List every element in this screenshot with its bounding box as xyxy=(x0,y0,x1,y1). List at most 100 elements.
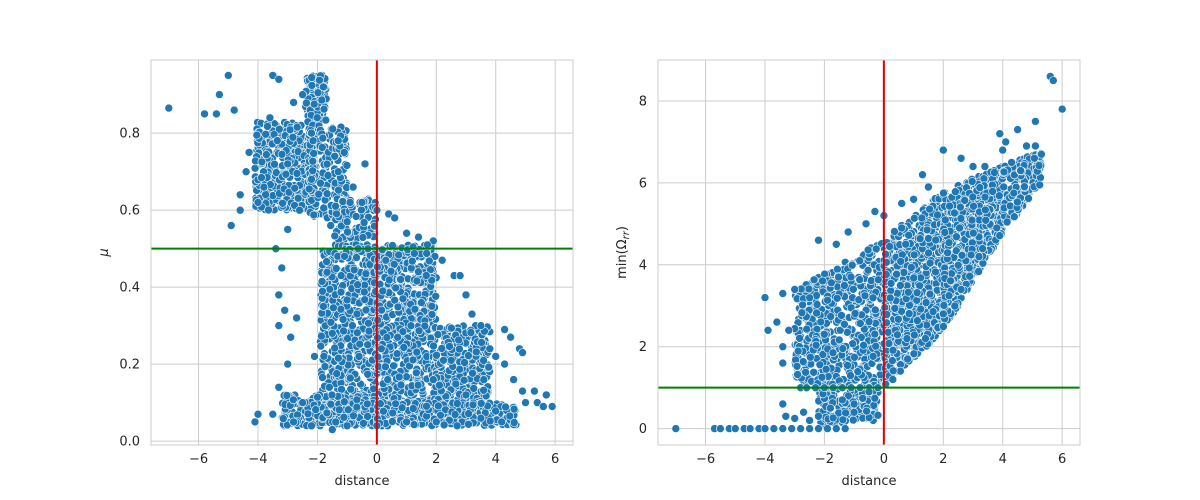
scatter-point xyxy=(285,125,295,135)
scatter-point xyxy=(978,244,987,253)
scatter-point xyxy=(461,290,471,300)
scatter-point xyxy=(530,386,539,396)
scatter-point xyxy=(439,420,449,430)
scatter-point xyxy=(252,130,262,140)
scatter-point xyxy=(433,330,443,339)
scatter-point xyxy=(343,227,352,237)
scatter-point xyxy=(309,99,319,109)
scatter-point xyxy=(417,298,426,307)
scatter-point xyxy=(819,329,829,339)
scatter-point xyxy=(855,275,865,284)
scatter-point xyxy=(212,109,221,119)
y-tick-label: 0.6 xyxy=(119,204,140,219)
x-axis-label: distance xyxy=(334,474,389,489)
scatter-point xyxy=(999,167,1009,177)
scatter-point xyxy=(164,103,174,113)
scatter-point xyxy=(406,321,416,331)
scatter-point xyxy=(1030,154,1039,163)
scatter-point xyxy=(397,403,407,413)
scatter-point xyxy=(853,367,863,376)
scatter-point xyxy=(393,332,403,342)
scatter-point xyxy=(793,346,803,356)
scatter-point xyxy=(792,361,802,371)
scatter-point xyxy=(278,199,287,208)
scatter-point xyxy=(244,148,254,157)
x-tick-label: −2 xyxy=(308,452,327,467)
scatter-point xyxy=(339,148,349,157)
scatter-point xyxy=(379,406,388,416)
scatter-point xyxy=(990,168,999,177)
scatter-point xyxy=(793,370,802,379)
scatter-point xyxy=(381,362,390,372)
scatter-point xyxy=(479,375,489,384)
scatter-point xyxy=(859,340,868,350)
scatter-point xyxy=(399,343,409,352)
scatter-point xyxy=(331,201,340,211)
scatter-point xyxy=(200,109,209,119)
scatter-point xyxy=(435,380,444,390)
scatter-point xyxy=(904,309,914,318)
scatter-point xyxy=(955,223,964,233)
scatter-point xyxy=(850,309,860,318)
scatter-point xyxy=(338,315,348,324)
scatter-point xyxy=(283,225,293,234)
scatter-point xyxy=(410,304,420,314)
scatter-point xyxy=(362,399,372,409)
scatter-point xyxy=(327,328,337,338)
scatter-point xyxy=(943,248,952,258)
scatter-point xyxy=(398,294,408,304)
scatter-point xyxy=(402,372,411,382)
scatter-point xyxy=(804,284,814,294)
scatter-point xyxy=(322,189,332,198)
scatter-point xyxy=(352,328,362,338)
scatter-point xyxy=(342,295,352,305)
scatter-point xyxy=(849,407,859,417)
scatter-point xyxy=(319,203,329,213)
scatter-point xyxy=(479,385,488,395)
scatter-point xyxy=(411,368,421,378)
scatter-point xyxy=(809,275,819,285)
scatter-point xyxy=(318,373,327,382)
scatter-point xyxy=(837,311,846,320)
scatter-point xyxy=(345,198,355,207)
scatter-point xyxy=(842,327,852,337)
scatter-point xyxy=(541,390,551,400)
scatter-point xyxy=(428,375,438,384)
scatter-point xyxy=(409,420,419,429)
scatter-point xyxy=(386,266,396,276)
scatter-point xyxy=(272,136,282,145)
scatter-point xyxy=(277,263,287,273)
scatter-point xyxy=(491,406,500,416)
scatter-point xyxy=(452,399,462,408)
scatter-point xyxy=(883,327,893,337)
scatter-point xyxy=(292,169,302,178)
scatter-point xyxy=(913,316,922,325)
scatter-point xyxy=(402,228,411,238)
scatter-point xyxy=(336,271,346,280)
scatter-point xyxy=(235,190,245,200)
scatter-point xyxy=(353,280,362,290)
scatter-point xyxy=(980,205,990,215)
scatter-point xyxy=(924,234,933,243)
scatter-point xyxy=(307,421,316,431)
scatter-point xyxy=(886,286,896,295)
scatter-point xyxy=(925,289,935,299)
scatter-point xyxy=(915,234,925,243)
scatter-point xyxy=(924,248,933,258)
scatter-point xyxy=(329,303,338,313)
scatter-point xyxy=(357,205,366,215)
scatter-point xyxy=(812,300,822,309)
scatter-point xyxy=(910,213,919,223)
scatter-point xyxy=(902,334,912,343)
scatter-point xyxy=(330,231,340,241)
scatter-point xyxy=(336,304,346,314)
scatter-point xyxy=(885,293,895,303)
scatter-point xyxy=(890,227,899,236)
scatter-point xyxy=(360,295,370,304)
scatter-point xyxy=(321,115,331,125)
scatter-point xyxy=(816,317,826,327)
scatter-point xyxy=(313,88,323,97)
scatter-point xyxy=(290,183,300,193)
scatter-point xyxy=(1020,182,1029,191)
